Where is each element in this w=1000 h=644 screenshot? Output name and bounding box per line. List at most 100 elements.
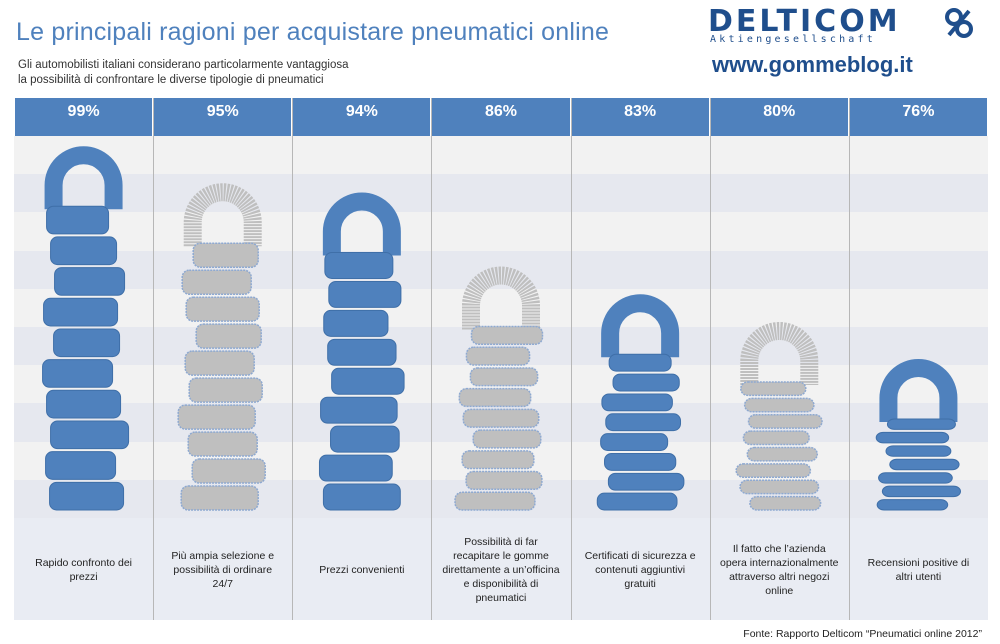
tire [192, 242, 259, 268]
tire [740, 381, 807, 397]
tire-stack [596, 294, 685, 511]
tire [324, 252, 394, 279]
tire [320, 396, 398, 424]
tire [735, 463, 812, 478]
tire [184, 350, 255, 376]
tire [46, 205, 110, 235]
tire [601, 393, 673, 412]
tire-stack [177, 183, 266, 511]
tire [605, 413, 682, 432]
tire [322, 483, 401, 511]
logo-tagline: Aktiengesellschaft [710, 34, 876, 45]
grid-band [14, 288, 988, 327]
value-label: 83% [571, 98, 709, 136]
delticom-logo: DELTICOM Aktiengesellschaft [708, 4, 978, 48]
tire [49, 481, 125, 511]
tire [46, 389, 122, 419]
tire [327, 338, 397, 366]
source-note: Fonte: Rapporto Delticom “Pneumatici onl… [743, 628, 982, 640]
tire [53, 328, 121, 358]
tire [42, 359, 114, 388]
tire-stack [42, 146, 130, 511]
column-divider [431, 98, 433, 620]
tire [195, 323, 262, 349]
tire [462, 408, 540, 428]
category-label: Prezzi convenienti [319, 564, 405, 576]
tire [323, 309, 389, 337]
label-band [14, 518, 988, 620]
column-divider [570, 98, 572, 620]
grid-band [14, 136, 988, 175]
grid-band [14, 212, 988, 251]
tire [875, 431, 950, 444]
tire [191, 458, 266, 484]
category-label: Certificati di sicurezza e contenuti agg… [584, 550, 696, 590]
column-divider [153, 98, 155, 620]
tire [181, 269, 252, 295]
chart-subtitle: Gli automobilisti italiani considerano p… [18, 58, 349, 88]
category-label: Il fatto che l’azienda opera internazion… [720, 543, 839, 597]
tire [607, 472, 685, 491]
tire [454, 491, 536, 511]
value-label: 80% [710, 98, 848, 136]
subtitle-line-1: Gli automobilisti italiani considerano p… [18, 59, 349, 71]
logo-name: DELTICOM [708, 4, 901, 39]
value-label: 94% [293, 98, 431, 136]
site-url: www.gommeblog.it [712, 52, 913, 77]
lock-shackle [462, 266, 540, 330]
chart-area: 99% 95% 94% 86% 83% 80% 76% Rapido confronto d… [14, 98, 988, 620]
tire [604, 452, 677, 471]
tire-stack [454, 266, 544, 511]
tire [50, 420, 130, 450]
tire [876, 499, 949, 511]
tire [54, 267, 126, 296]
tire [177, 404, 256, 430]
tire [185, 296, 260, 322]
grid-band [14, 250, 988, 289]
tire [43, 297, 119, 327]
tire [886, 418, 956, 430]
tire [180, 485, 259, 511]
tire [318, 454, 393, 482]
tire [45, 451, 117, 480]
tire-stack [875, 359, 961, 511]
tire-stack [318, 192, 405, 511]
tire [465, 470, 543, 491]
tire [743, 397, 815, 413]
tire [458, 387, 532, 408]
chart-title: Le principali ragioni per acquistare pne… [16, 18, 610, 46]
subtitle-line-2: la possibilità di confrontare le diverse… [18, 74, 324, 86]
tire [461, 450, 535, 470]
tire [469, 367, 539, 387]
tire [749, 495, 822, 511]
lock-shackle [601, 294, 680, 358]
lock-shackle [740, 322, 819, 385]
grid-band [14, 174, 988, 213]
tire [889, 458, 960, 471]
tire [596, 492, 678, 511]
column-divider [292, 98, 294, 620]
column-divider [709, 98, 711, 620]
lock-shackle [879, 359, 958, 422]
tire [331, 367, 405, 395]
tire [612, 373, 680, 392]
category-label: Recensioni positive di altri utenti [867, 557, 970, 583]
logo-mark-icon [945, 8, 973, 38]
category-label: Più ampia selezione e possibilità di ord… [171, 550, 275, 590]
tire-stack [735, 322, 823, 511]
tire [885, 445, 952, 457]
tire [188, 377, 263, 403]
lock-shackle [44, 146, 123, 210]
tire [50, 236, 118, 266]
lock-shackle [322, 192, 401, 256]
value-label: 99% [15, 98, 153, 136]
tire [742, 430, 810, 446]
column-divider [848, 98, 850, 620]
tire [330, 425, 400, 453]
tire [878, 472, 953, 484]
value-label: 76% [849, 98, 987, 136]
tire [739, 479, 820, 495]
value-label: 86% [432, 98, 570, 136]
tire [328, 280, 402, 308]
tire [187, 431, 258, 457]
